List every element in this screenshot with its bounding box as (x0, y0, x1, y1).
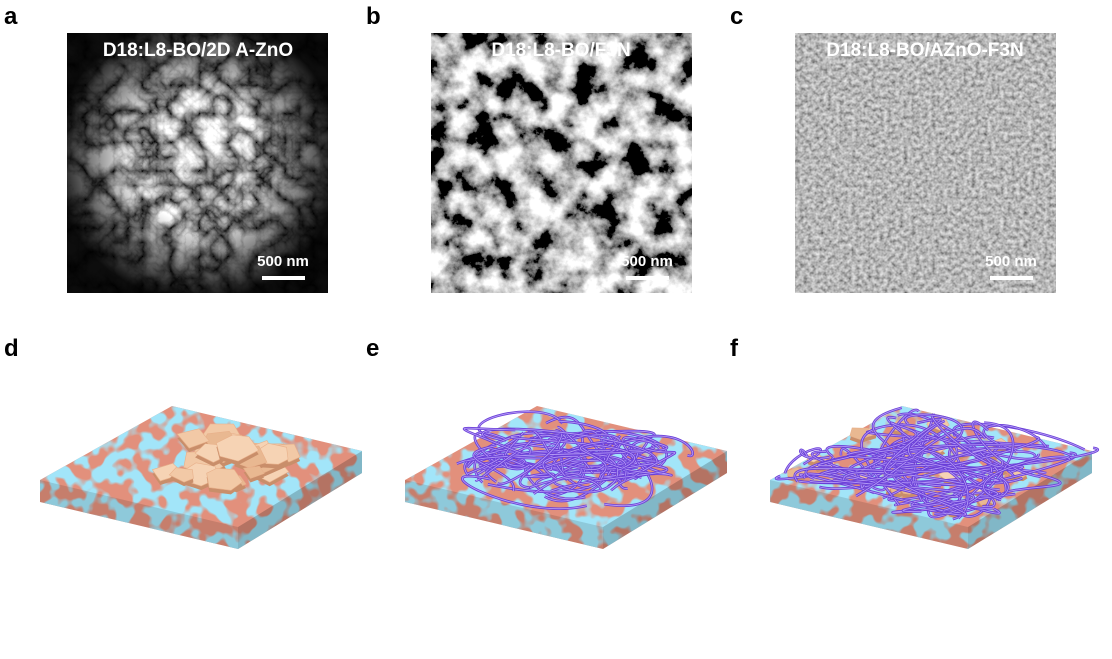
fiber-highlight (833, 454, 887, 474)
fiber-highlight (510, 434, 635, 469)
side-shade (405, 480, 603, 549)
fiber-highlight (983, 456, 1071, 501)
fiber-highlight (473, 445, 515, 492)
fiber-highlight (522, 473, 554, 478)
fiber-highlight (475, 447, 531, 481)
side-shade (968, 451, 1092, 549)
fiber-highlight (542, 455, 578, 481)
scale-bar-label: 500 nm (621, 253, 673, 270)
fiber-highlight (634, 448, 676, 476)
fiber-highlight (463, 427, 522, 454)
fiber-highlight (855, 427, 986, 497)
fiber-highlight (533, 467, 582, 495)
fiber-highlight (818, 429, 917, 467)
image-title: D18:L8-BO/F3N (491, 40, 630, 61)
fiber-highlight (580, 441, 607, 476)
scale-bar-label: 500 nm (257, 253, 309, 270)
fiber-highlight (983, 425, 1047, 452)
scale-bar (626, 276, 669, 280)
fiber-highlight (905, 414, 963, 443)
fiber-highlight (550, 463, 668, 492)
panel-label: b (366, 3, 381, 30)
flake (243, 465, 265, 479)
fiber-highlight (562, 454, 619, 493)
fiber-highlight (835, 479, 975, 507)
panel-a: a D18:L8-BO/2D A-ZnO 500 nm (4, 3, 328, 293)
side-shade (603, 451, 727, 549)
image-title: D18:L8-BO/2D A-ZnO (103, 40, 293, 61)
fiber-highlight (902, 493, 1016, 512)
fiber-highlight (478, 411, 563, 441)
scale-bar-label: 500 nm (985, 253, 1037, 270)
fiber-highlight (908, 418, 941, 465)
fiber-highlight (799, 474, 943, 512)
image-title: D18:L8-BO/AZnO-F3N (826, 40, 1023, 61)
flake (168, 467, 194, 483)
panel-label: d (4, 335, 19, 362)
side-shade (770, 480, 968, 549)
fiber-highlight (884, 436, 920, 476)
micrograph (431, 33, 692, 293)
fiber-highlight (893, 449, 969, 519)
flake (206, 467, 244, 491)
fiber-highlight (972, 421, 1041, 478)
fiber-highlight (558, 420, 633, 465)
fiber-highlight (848, 455, 915, 462)
flake (176, 428, 210, 449)
scale-bar (990, 276, 1033, 280)
fiber-highlight (565, 438, 643, 470)
panel-label: f (730, 335, 739, 362)
side-shade (238, 451, 362, 549)
panel-label: e (366, 335, 379, 362)
side-shade (40, 480, 238, 549)
panel-label: a (4, 3, 18, 30)
fiber-highlight (893, 455, 999, 482)
flake (216, 434, 260, 462)
panel-label: c (730, 3, 743, 30)
fiber-highlight (461, 475, 587, 510)
fiber-highlight (893, 464, 1009, 496)
schematics (40, 406, 1099, 549)
fiber-highlight (465, 442, 668, 462)
vignette (67, 33, 328, 293)
panel-b: b D18:L8-BO/F3N 500 nm (366, 3, 692, 293)
panel-c: c D18:L8-BO/AZnO-F3N 500 nm (730, 3, 1056, 293)
fiber-highlight (931, 416, 1003, 467)
fiber-highlight (843, 471, 999, 497)
fiber-highlight (794, 464, 995, 482)
scale-bar (262, 276, 305, 280)
micrograph (795, 33, 1056, 293)
